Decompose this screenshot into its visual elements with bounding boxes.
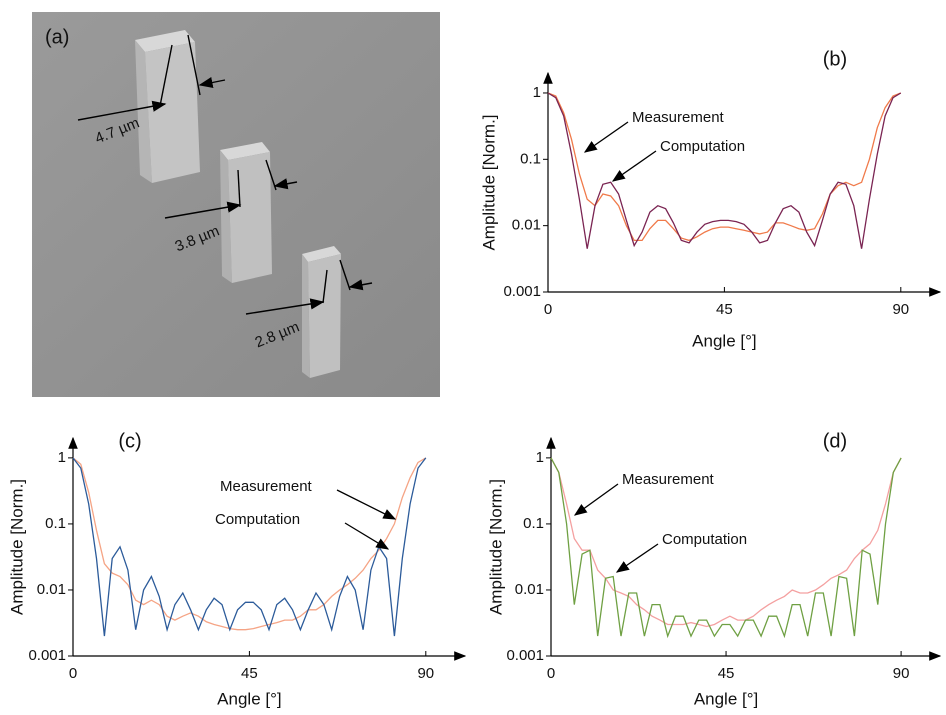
y-tick-label: 0.1 <box>45 515 66 532</box>
panel-label: (a) <box>45 26 69 48</box>
series-label: Measurement <box>622 471 715 488</box>
x-tick-label: 90 <box>417 665 434 682</box>
y-tick-label: 1 <box>533 84 541 101</box>
x-tick-label: 45 <box>718 665 735 682</box>
series-label: Computation <box>662 531 747 548</box>
x-tick-label: 90 <box>892 301 909 318</box>
y-tick-label: 1 <box>536 449 544 466</box>
y-tick-label: 0.01 <box>37 581 66 598</box>
x-tick-label: 0 <box>69 665 77 682</box>
y-tick-label: 0.1 <box>523 515 544 532</box>
y-tick-label: 0.001 <box>503 283 541 300</box>
x-axis-title: Angle [°] <box>217 689 281 708</box>
y-tick-label: 0.01 <box>512 217 541 234</box>
chart: 0.001 0.01 0.1 1 0 45 90 Amplitude [Norm.] Angle… <box>479 48 942 350</box>
y-tick-label: 0.001 <box>28 647 66 664</box>
x-tick-label: 0 <box>547 665 555 682</box>
y-tick-label: 0.01 <box>515 581 544 598</box>
label-arrow <box>573 483 619 516</box>
y-axis-title: Amplitude [Norm.] <box>486 479 505 615</box>
panel-label: (c) <box>118 430 141 452</box>
chart: 0.001 0.01 0.1 1 0 45 90 Amplitude [Norm.] Angle… <box>486 430 942 708</box>
panel-label: (d) <box>823 430 847 452</box>
y-axis-title: Amplitude [Norm.] <box>7 479 26 615</box>
series-label: Measurement <box>632 109 725 126</box>
y-tick-label: 1 <box>58 449 66 466</box>
data-line <box>547 92 902 242</box>
x-axis-title: Angle [°] <box>692 331 756 350</box>
data-line <box>547 92 902 249</box>
label-arrow <box>615 543 659 573</box>
data-line <box>550 457 902 628</box>
label-arrow <box>344 522 390 550</box>
chart: 0.001 0.01 0.1 1 0 45 90 Amplitude [Norm.] Angle… <box>7 430 467 708</box>
y-axis-title: Amplitude [Norm.] <box>479 114 498 250</box>
panel-label: (b) <box>823 48 847 70</box>
label-arrow <box>336 489 397 520</box>
series-label: Measurement <box>220 478 313 495</box>
series-label: Computation <box>660 138 745 155</box>
x-axis-title: Angle [°] <box>694 689 758 708</box>
x-tick-label: 45 <box>716 301 733 318</box>
sem-image: (a) 4.7 µm 3.8 µm 2.8 µm <box>32 12 440 397</box>
x-tick-label: 0 <box>544 301 552 318</box>
label-arrow <box>611 150 657 182</box>
data-line <box>72 457 427 631</box>
y-tick-label: 0.001 <box>506 647 544 664</box>
x-tick-label: 90 <box>893 665 910 682</box>
y-tick-label: 0.1 <box>520 150 541 167</box>
series-label: Computation <box>215 511 300 528</box>
data-line <box>72 457 427 637</box>
label-arrow <box>583 121 629 153</box>
x-tick-label: 45 <box>241 665 258 682</box>
data-line <box>550 457 902 639</box>
